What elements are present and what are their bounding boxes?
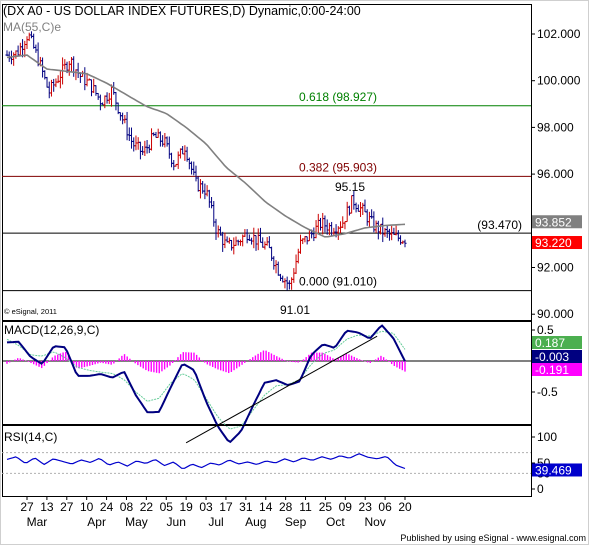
moving-average-line <box>6 54 406 238</box>
x-tick-month: Oct <box>326 515 345 529</box>
ma-label: MA(55,C)e <box>3 20 61 34</box>
x-tick-month: Jun <box>167 515 186 529</box>
price-panel-border <box>2 4 532 321</box>
rsi-value-badge-bg <box>532 463 582 477</box>
ma-value-badge: 93.852 <box>535 215 572 229</box>
x-tick-day: 08 <box>120 500 134 514</box>
footer-text: Published by using eSignal - www.esignal… <box>400 533 586 543</box>
macd-tick-label: 0.5 <box>537 323 554 337</box>
rsi-line <box>6 453 406 470</box>
x-tick-month: Sep <box>285 515 307 529</box>
rsi-panel: RSI(14,C)1005030039.469 <box>2 425 582 497</box>
fib-level-label: 0.618 (98.927) <box>299 90 377 104</box>
macd-tick-label: -0.5 <box>537 385 558 399</box>
x-tick-day: 27 <box>20 500 34 514</box>
x-tick-month: Nov <box>364 515 385 529</box>
macd-value-badge: -0.003 <box>535 350 569 364</box>
price-tick-label: 96.000 <box>537 167 574 181</box>
x-tick-day: 25 <box>319 500 333 514</box>
price-tick-label: 98.000 <box>537 120 574 134</box>
rsi-value-badge: 39.469 <box>535 463 572 477</box>
x-tick-day: 06 <box>378 500 392 514</box>
signal-value-badge-bg <box>532 336 582 349</box>
price-tick-label: 90.000 <box>537 307 574 321</box>
fib-level-label: 0.000 (91.010) <box>299 275 377 289</box>
last-price-badge-bg <box>532 236 582 250</box>
macd-line <box>6 324 406 444</box>
macd-label: MACD(12,26,9,C) <box>4 323 99 337</box>
signal-value-badge: 0.187 <box>535 336 565 350</box>
rsi-panel-border <box>2 425 532 497</box>
x-tick-day: 19 <box>179 500 193 514</box>
rsi-tick-label: 100 <box>537 430 557 444</box>
macd-panel-border <box>2 321 532 425</box>
x-tick-day: 20 <box>398 500 412 514</box>
high-annotation: 95.15 <box>335 180 365 194</box>
support-line-label: (93.470) <box>477 218 522 232</box>
x-tick-month: Mar <box>27 515 48 529</box>
hist-value-badge: -0.191 <box>535 363 569 377</box>
hist-value-badge-bg <box>532 363 582 376</box>
x-tick-day: 31 <box>239 500 253 514</box>
price-tick-label: 92.000 <box>537 261 574 275</box>
x-tick-day: 24 <box>100 500 114 514</box>
x-axis: 27 13 27 10 24 08 22 05 19 03 17 31 14 28 11 25 09 23 06 20… <box>20 496 412 529</box>
x-tick-day: 10 <box>80 500 94 514</box>
macd-panel: MACD(12,26,9,C) 0.5 -0.5 0.187-0.003-0.191 <box>2 321 582 444</box>
x-tick-day: 28 <box>279 500 293 514</box>
low-annotation: 91.01 <box>280 303 310 317</box>
x-tick-day: 14 <box>259 500 273 514</box>
copyright-text: © eSignal, 2011 <box>4 307 57 316</box>
x-tick-day: 23 <box>359 500 373 514</box>
price-tick-label: 102.000 <box>537 27 581 41</box>
rsi-tick-label: 0 <box>537 482 544 496</box>
fib-level-label: 0.382 (95.903) <box>299 160 377 174</box>
x-tick-month: Apr <box>87 515 106 529</box>
x-tick-month: May <box>125 515 148 529</box>
rsi-label: RSI(14,C) <box>4 430 57 444</box>
x-tick-day: 03 <box>199 500 213 514</box>
price-panel: 102.000100.00098.00096.00094.00092.00090… <box>2 4 582 321</box>
x-tick-day: 22 <box>140 500 154 514</box>
x-tick-day: 05 <box>160 500 174 514</box>
x-tick-day: 13 <box>40 500 54 514</box>
x-tick-day: 11 <box>299 500 312 514</box>
chart-title: (DX A0 - US DOLLAR INDEX FUTURES,D) Dyna… <box>3 4 361 18</box>
last-price-badge: 93.220 <box>535 236 572 250</box>
x-tick-month: Aug <box>245 515 266 529</box>
macd-value-badge-bg <box>532 350 582 363</box>
x-tick-day: 17 <box>219 500 233 514</box>
x-tick-day: 27 <box>60 500 74 514</box>
x-tick-day: 09 <box>339 500 353 514</box>
ma-value-badge-bg <box>532 215 582 229</box>
x-tick-month: Jul <box>208 515 223 529</box>
price-bar <box>403 239 407 248</box>
price-tick-label: 100.000 <box>537 74 581 88</box>
